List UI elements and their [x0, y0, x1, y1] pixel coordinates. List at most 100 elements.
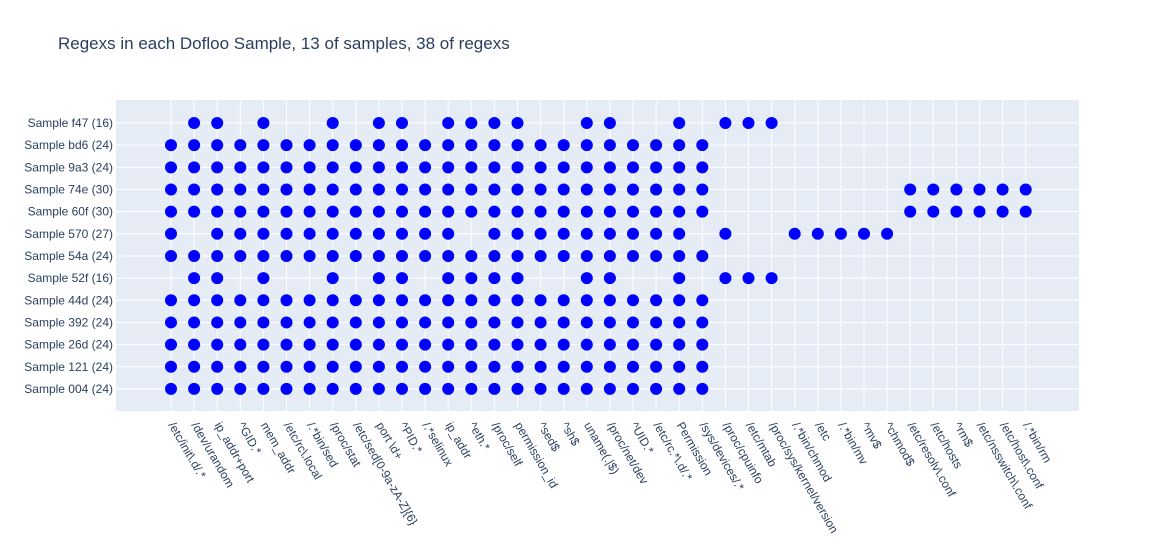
data-point[interactable]	[442, 139, 455, 152]
data-point[interactable]	[534, 360, 547, 373]
data-point[interactable]	[603, 338, 616, 351]
data-point[interactable]	[257, 272, 270, 285]
data-point[interactable]	[326, 205, 339, 218]
data-point[interactable]	[372, 183, 385, 196]
data-point[interactable]	[673, 139, 686, 152]
data-point[interactable]	[719, 272, 732, 285]
data-point[interactable]	[234, 227, 247, 240]
data-point[interactable]	[349, 294, 362, 307]
data-point[interactable]	[188, 139, 201, 152]
data-point[interactable]	[557, 316, 570, 329]
data-point[interactable]	[811, 227, 824, 240]
data-point[interactable]	[858, 227, 870, 240]
data-point[interactable]	[673, 117, 686, 129]
data-point[interactable]	[257, 294, 270, 307]
data-point[interactable]	[442, 272, 455, 285]
data-point[interactable]	[488, 316, 501, 329]
data-point[interactable]	[580, 316, 593, 329]
data-point[interactable]	[419, 139, 432, 152]
data-point[interactable]	[603, 272, 616, 285]
data-point[interactable]	[326, 382, 339, 395]
data-point[interactable]	[280, 249, 293, 262]
data-point[interactable]	[603, 227, 616, 240]
data-point[interactable]	[534, 183, 547, 196]
data-point[interactable]	[465, 294, 478, 307]
data-point[interactable]	[326, 249, 339, 262]
data-point[interactable]	[257, 338, 270, 351]
data-point[interactable]	[557, 183, 570, 196]
data-point[interactable]	[673, 382, 686, 395]
data-point[interactable]	[534, 294, 547, 307]
data-point[interactable]	[442, 117, 455, 129]
data-point[interactable]	[950, 183, 963, 196]
data-point[interactable]	[603, 161, 616, 174]
data-point[interactable]	[326, 360, 339, 373]
data-point[interactable]	[280, 139, 293, 152]
data-point[interactable]	[534, 249, 547, 262]
data-point[interactable]	[465, 161, 478, 174]
data-point[interactable]	[511, 338, 524, 351]
data-point[interactable]	[996, 183, 1009, 196]
data-point[interactable]	[419, 338, 432, 351]
data-point[interactable]	[580, 382, 593, 395]
data-point[interactable]	[557, 139, 570, 152]
data-point[interactable]	[372, 161, 385, 174]
data-point[interactable]	[465, 117, 478, 129]
data-point[interactable]	[696, 139, 709, 152]
data-point[interactable]	[603, 360, 616, 373]
data-point[interactable]	[372, 227, 385, 240]
data-point[interactable]	[257, 316, 270, 329]
data-point[interactable]	[303, 161, 316, 174]
data-point[interactable]	[280, 227, 293, 240]
data-point[interactable]	[488, 294, 501, 307]
data-point[interactable]	[904, 183, 917, 196]
data-point[interactable]	[303, 227, 316, 240]
data-point[interactable]	[326, 161, 339, 174]
data-point[interactable]	[303, 382, 316, 395]
data-point[interactable]	[326, 294, 339, 307]
data-point[interactable]	[349, 161, 362, 174]
data-point[interactable]	[627, 338, 639, 351]
data-point[interactable]	[627, 294, 639, 307]
data-point[interactable]	[188, 338, 201, 351]
data-point[interactable]	[557, 227, 570, 240]
data-point[interactable]	[627, 139, 639, 152]
data-point[interactable]	[419, 316, 432, 329]
data-point[interactable]	[303, 316, 316, 329]
data-point[interactable]	[580, 227, 593, 240]
data-point[interactable]	[696, 249, 709, 262]
data-point[interactable]	[603, 205, 616, 218]
data-point[interactable]	[188, 382, 201, 395]
data-point[interactable]	[349, 183, 362, 196]
data-point[interactable]	[673, 205, 686, 218]
data-point[interactable]	[234, 161, 247, 174]
data-point[interactable]	[650, 338, 663, 351]
data-point[interactable]	[580, 161, 593, 174]
data-point[interactable]	[326, 139, 339, 152]
data-point[interactable]	[234, 249, 247, 262]
data-point[interactable]	[580, 117, 593, 129]
data-point[interactable]	[419, 183, 432, 196]
data-point[interactable]	[696, 294, 709, 307]
data-point[interactable]	[673, 338, 686, 351]
data-point[interactable]	[165, 338, 177, 351]
data-point[interactable]	[442, 360, 455, 373]
data-point[interactable]	[557, 338, 570, 351]
data-point[interactable]	[303, 360, 316, 373]
data-point[interactable]	[673, 161, 686, 174]
data-point[interactable]	[211, 272, 224, 285]
data-point[interactable]	[442, 382, 455, 395]
data-point[interactable]	[488, 139, 501, 152]
data-point[interactable]	[188, 272, 201, 285]
data-point[interactable]	[465, 338, 478, 351]
data-point[interactable]	[465, 249, 478, 262]
data-point[interactable]	[419, 227, 432, 240]
data-point[interactable]	[396, 272, 408, 285]
data-point[interactable]	[603, 249, 616, 262]
data-point[interactable]	[372, 249, 385, 262]
data-point[interactable]	[349, 360, 362, 373]
data-point[interactable]	[765, 117, 778, 129]
data-point[interactable]	[326, 183, 339, 196]
data-point[interactable]	[557, 382, 570, 395]
data-point[interactable]	[326, 117, 339, 129]
